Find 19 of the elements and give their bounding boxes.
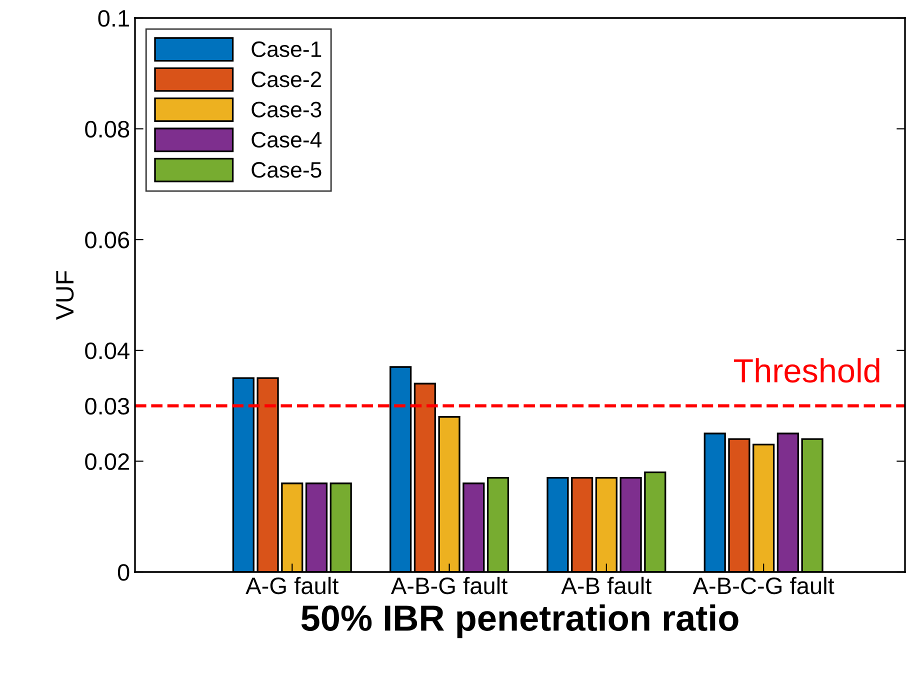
ref-line-label: Threshold xyxy=(734,358,880,383)
x-tick-label: A-B-C-G fault xyxy=(692,576,834,594)
y-axis-title: VUF xyxy=(56,271,74,320)
x-tick-label: A-B-G fault xyxy=(390,576,508,594)
legend-label: Case-3 xyxy=(252,102,322,118)
y-tick-label: 0.06 xyxy=(85,232,130,248)
y-tick-label: 0.02 xyxy=(85,453,129,470)
legend-label: Case-1 xyxy=(252,41,322,58)
legend-label: Case-4 xyxy=(252,132,322,148)
y-tick-label: 0.1 xyxy=(98,10,129,27)
legend-label: Case-5 xyxy=(252,162,322,178)
y-tick-label: 0.03 xyxy=(85,398,130,415)
y-tick-label: 0 xyxy=(118,564,130,581)
x-tick-label: A-G fault xyxy=(246,576,339,594)
x-tick-label: A-B fault xyxy=(561,576,652,594)
y-tick-label: 0.04 xyxy=(85,342,130,360)
x-axis-title: 50% IBR penetration ratio xyxy=(301,604,738,638)
legend-label: Case-2 xyxy=(252,72,322,88)
y-tick-label: 0.08 xyxy=(85,120,130,138)
